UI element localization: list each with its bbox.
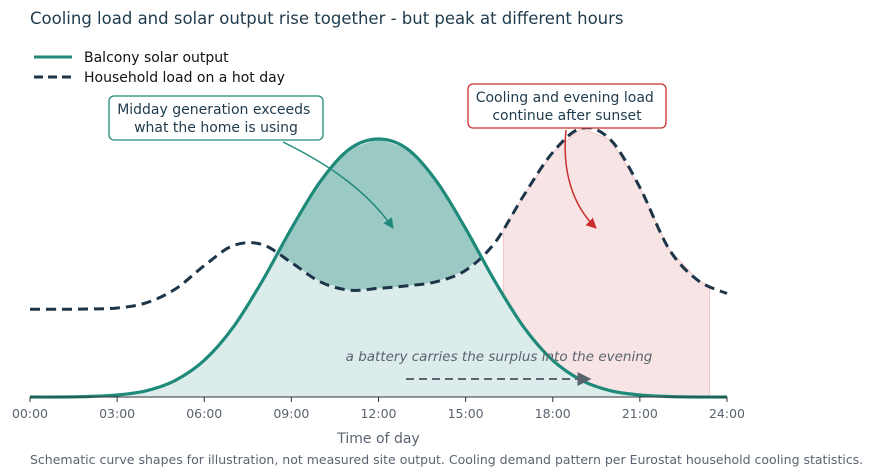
legend: Balcony solar output Household load on a…: [34, 50, 285, 86]
annotation-evening-box: [467, 83, 667, 129]
source-note: Schematic curve shapes for illustration,…: [30, 452, 863, 467]
x-tick-label: 09:00: [273, 406, 309, 421]
annotation-evening: Cooling and evening load continue after …: [467, 83, 667, 229]
x-tick-label: 24:00: [709, 406, 745, 421]
x-axis-label: Time of day: [336, 431, 419, 447]
annotation-solar-line-2: what the home is using: [134, 120, 298, 136]
annotation-battery: a battery carries the surplus into the e…: [346, 349, 653, 386]
x-tick-label: 12:00: [360, 406, 396, 421]
x-axis: 00:00 03:00 06:00 09:00 12:00 15:00 18:00 21:00…: [12, 396, 745, 421]
series-solar-output-line: [29, 137, 728, 399]
annotation-evening-arrow: [564, 129, 597, 229]
plot-area: [29, 126, 728, 399]
annotation-solar: Midday generation exceeds what the home …: [108, 95, 394, 229]
x-tick-label: 03:00: [99, 406, 135, 421]
x-tick-label: 00:00: [12, 406, 48, 421]
legend-label-load: Household load on a hot day: [84, 70, 285, 86]
chart-title: Cooling load and solar output rise toget…: [30, 9, 624, 28]
x-tick-label: 06:00: [186, 406, 222, 421]
x-tick-label: 15:00: [448, 406, 484, 421]
solar-surplus-area: [277, 139, 481, 291]
legend-label-solar: Balcony solar output: [84, 50, 229, 66]
annotation-evening-text: Cooling and evening load continue after …: [476, 90, 659, 124]
annotation-solar-line-1: Midday generation exceeds: [117, 102, 310, 118]
series-household-load-line: [29, 126, 728, 311]
annotation-solar-arrow: [282, 141, 394, 229]
solar-output-area: [30, 139, 727, 398]
annotation-evening-line-1: Cooling and evening load: [476, 90, 654, 106]
annotation-solar-box: [108, 95, 324, 141]
annotation-solar-text: Midday generation exceeds what the home …: [117, 102, 315, 136]
annotation-evening-line-2: continue after sunset: [492, 108, 642, 124]
x-tick-label: 21:00: [622, 406, 658, 421]
annotation-battery-text: a battery carries the surplus into the e…: [346, 349, 653, 365]
x-tick-label: 18:00: [535, 406, 571, 421]
